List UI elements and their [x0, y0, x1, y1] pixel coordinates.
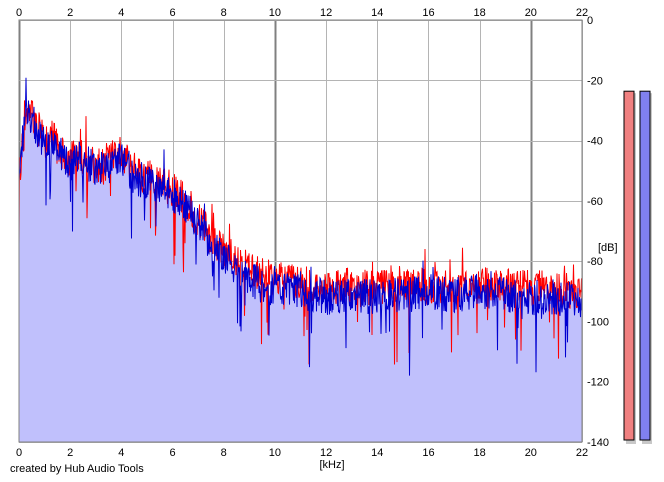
x-tick-label: 8 [221, 447, 227, 459]
x-tick-labels-bottom: 0 2 4 6 8 10 12 14 16 18 20 22 [16, 447, 588, 459]
x-tick-label: 14 [371, 7, 383, 19]
plot-frame [18, 19, 583, 443]
x-tick-label: 16 [422, 447, 434, 459]
y-axis-label: [dB] [598, 242, 618, 254]
x-tick-label: 12 [320, 7, 332, 19]
y-tick-label: -40 [587, 136, 603, 148]
x-tick-labels-top: 0 2 4 6 8 10 12 14 16 18 20 22 [16, 7, 588, 19]
x-tick-label: 2 [67, 7, 73, 19]
x-tick-label: 10 [269, 447, 281, 459]
x-tick-label: 4 [118, 447, 124, 459]
x-tick-label: 4 [118, 7, 124, 19]
y-tick-label: -120 [587, 377, 609, 389]
x-tick-label: 16 [422, 7, 434, 19]
x-tick-label: 20 [525, 447, 537, 459]
y-tick-label: 0 [587, 15, 593, 27]
series-line-right-channel [18, 77, 583, 376]
level-meters [623, 90, 652, 445]
credit-text: created by Hub Audio Tools [10, 463, 144, 475]
y-tick-labels: 0 -20 -40 -60 -80 -100 -120 -140 [587, 15, 609, 449]
x-tick-label: 10 [269, 7, 281, 19]
x-tick-label: 6 [169, 7, 175, 19]
y-tick-label: -20 [587, 75, 603, 87]
x-axis-label: [kHz] [319, 459, 344, 471]
x-tick-label: 18 [474, 447, 486, 459]
x-tick-label: 12 [320, 447, 332, 459]
y-tick-label: -100 [587, 316, 609, 328]
x-tick-label: 8 [221, 7, 227, 19]
y-tick-label: -80 [587, 256, 603, 268]
y-tick-label: -140 [587, 437, 609, 449]
x-tick-label: 6 [169, 447, 175, 459]
x-tick-label: 22 [576, 7, 588, 19]
x-tick-label: 14 [371, 447, 383, 459]
x-tick-label: 0 [16, 7, 22, 19]
x-tick-label: 0 [16, 447, 22, 459]
x-tick-label: 22 [576, 447, 588, 459]
x-tick-label: 20 [525, 7, 537, 19]
level-meter-left [623, 90, 635, 441]
x-tick-label: 18 [474, 7, 486, 19]
spectrum-fill-area [19, 103, 582, 442]
level-meter-right [639, 90, 651, 441]
x-tick-label: 2 [67, 447, 73, 459]
y-tick-label: -60 [587, 196, 603, 208]
